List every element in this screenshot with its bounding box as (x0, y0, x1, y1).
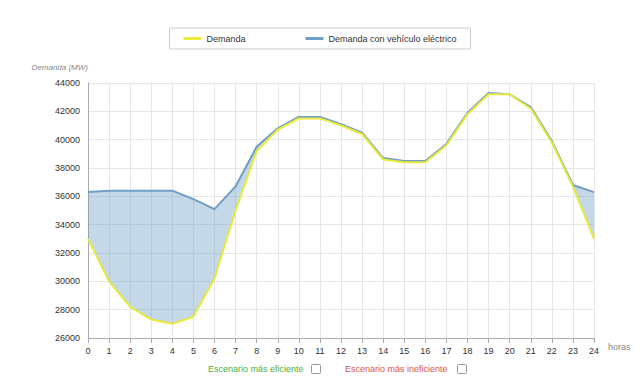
svg-text:horas: horas (608, 342, 631, 352)
svg-text:34000: 34000 (55, 220, 80, 230)
svg-text:0: 0 (85, 346, 90, 356)
svg-text:Escenario más eficiente: Escenario más eficiente (208, 364, 304, 374)
svg-text:16: 16 (420, 346, 430, 356)
svg-text:32000: 32000 (55, 248, 80, 258)
svg-text:23: 23 (568, 346, 578, 356)
svg-text:8: 8 (254, 346, 259, 356)
svg-text:1: 1 (107, 346, 112, 356)
svg-text:26000: 26000 (55, 333, 80, 343)
svg-text:12: 12 (336, 346, 346, 356)
svg-text:30000: 30000 (55, 276, 80, 286)
svg-text:5: 5 (191, 346, 196, 356)
svg-text:22: 22 (547, 346, 557, 356)
svg-text:19: 19 (484, 346, 494, 356)
svg-text:28000: 28000 (55, 305, 80, 315)
svg-text:40000: 40000 (55, 135, 80, 145)
svg-text:15: 15 (399, 346, 409, 356)
svg-text:21: 21 (526, 346, 536, 356)
svg-text:3: 3 (149, 346, 154, 356)
svg-text:7: 7 (233, 346, 238, 356)
svg-text:11: 11 (315, 346, 324, 356)
svg-text:Escenario más ineficiente: Escenario más ineficiente (345, 364, 448, 374)
svg-text:20: 20 (505, 346, 515, 356)
svg-text:13: 13 (357, 346, 367, 356)
svg-text:44000: 44000 (55, 78, 80, 88)
svg-text:Demanda (MW): Demanda (MW) (32, 63, 89, 72)
svg-text:4: 4 (170, 346, 175, 356)
svg-text:38000: 38000 (55, 163, 80, 173)
svg-text:42000: 42000 (55, 106, 80, 116)
svg-text:Demanda con vehículo eléctrico: Demanda con vehículo eléctrico (328, 34, 456, 44)
svg-text:2: 2 (128, 346, 133, 356)
svg-text:17: 17 (441, 346, 451, 356)
svg-text:36000: 36000 (55, 191, 80, 201)
svg-text:14: 14 (378, 346, 388, 356)
svg-text:24: 24 (589, 346, 599, 356)
svg-text:9: 9 (275, 346, 280, 356)
svg-text:6: 6 (212, 346, 217, 356)
svg-text:Demanda: Demanda (206, 34, 245, 44)
svg-text:10: 10 (294, 346, 304, 356)
svg-text:18: 18 (462, 346, 472, 356)
